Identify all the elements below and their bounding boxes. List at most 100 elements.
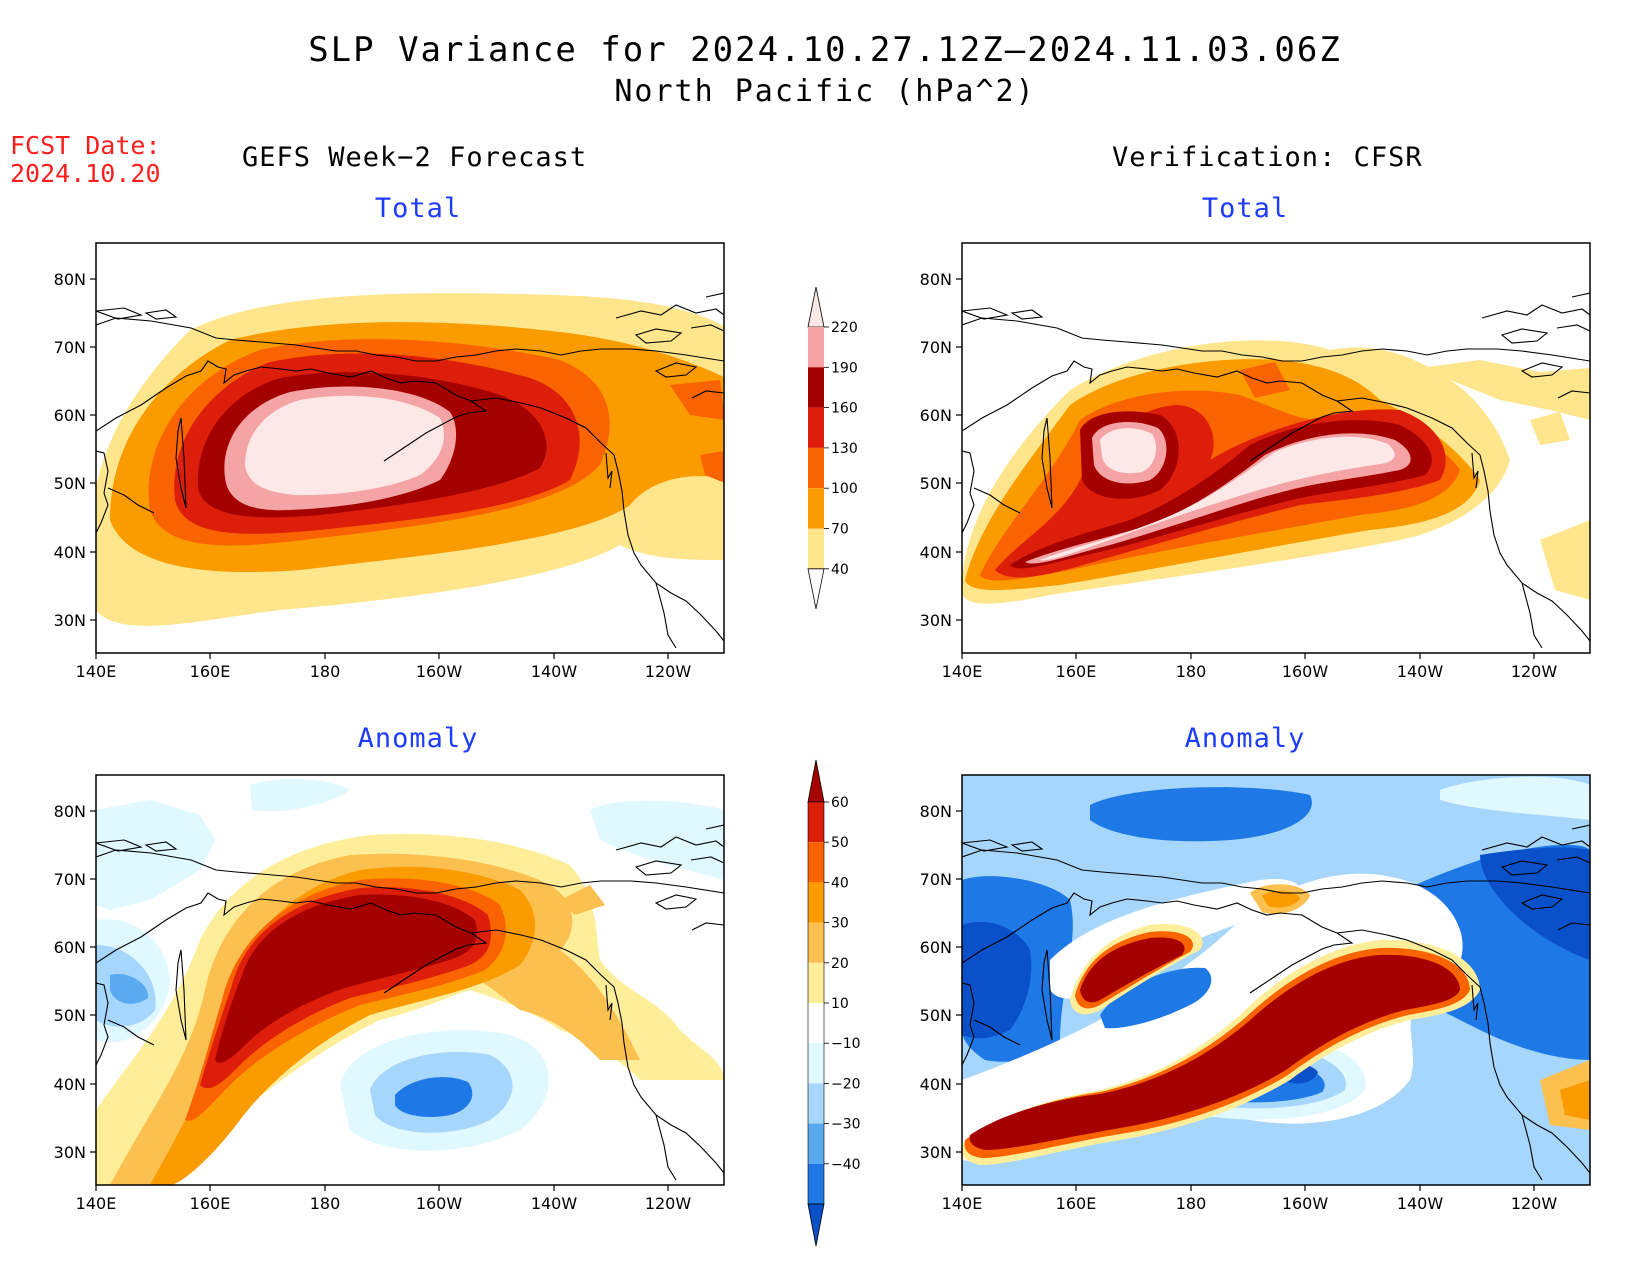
lat-tick-label: 70N: [54, 338, 86, 357]
lon-tick-label: 160E: [1056, 662, 1097, 681]
lat-tick-label: 80N: [54, 270, 86, 289]
colorbar-swatch: [808, 327, 824, 368]
colorbar-label: 100: [831, 481, 858, 497]
panel-title-verification-total: Total: [1201, 193, 1289, 224]
lon-tick-label: 160W: [1282, 1194, 1329, 1213]
colorbar-label: 160: [831, 401, 858, 417]
lon-tick-label: 140E: [76, 662, 117, 681]
colorbar-label: 50: [831, 835, 849, 851]
lon-tick-label: 140E: [76, 1194, 117, 1213]
colorbar-swatch: [808, 407, 824, 448]
colorbar-swatch: [808, 1123, 824, 1164]
lat-tick-label: 60N: [54, 938, 86, 957]
colorbar-label: −30: [831, 1117, 861, 1133]
lat-tick-label: 40N: [920, 543, 952, 562]
map-axes: 80N 70N 60N 50N 40N 30N 140E 160E 180 160W 140W 120…: [54, 270, 1558, 1213]
lat-tick-label: 70N: [920, 338, 952, 357]
lat-tick-label: 60N: [54, 406, 86, 425]
lon-tick-label: 120W: [645, 1194, 692, 1213]
colorbar-label: 190: [831, 360, 858, 376]
colorbar-label: 130: [831, 441, 858, 457]
lat-tick-label: 80N: [920, 270, 952, 289]
forecast-anomaly-map: [96, 775, 724, 1185]
colorbar-label: −20: [831, 1076, 861, 1092]
colorbar-upper-triangle: [807, 759, 825, 803]
forecast-column-heading: GEFS Week−2 Forecast: [242, 142, 588, 173]
colorbar-swatch: [808, 1003, 824, 1044]
lon-tick-label: 140W: [1397, 1194, 1444, 1213]
colorbar-label: 30: [831, 916, 849, 932]
lat-tick-label: 40N: [54, 543, 86, 562]
lat-tick-label: 80N: [54, 802, 86, 821]
colorbar-anomaly: 60 50 40 30 20 10 −10 −20 −30 −40: [807, 759, 861, 1247]
lat-tick-label: 50N: [54, 1006, 86, 1025]
lon-tick-label: 180: [1176, 662, 1207, 681]
lon-tick-label: 180: [310, 662, 341, 681]
lat-tick-label: 60N: [920, 406, 952, 425]
verification-total-map: [962, 243, 1590, 653]
lat-tick-label: 70N: [54, 870, 86, 889]
colorbar-swatch: [808, 488, 824, 529]
colorbar-label: −10: [831, 1036, 861, 1052]
lon-tick-label: 160E: [190, 1194, 231, 1213]
panel-title-forecast-total: Total: [374, 193, 462, 224]
colorbar-swatch: [808, 1083, 824, 1124]
main-title: SLP Variance for 2024.10.27.12Z–2024.11.…: [308, 30, 1342, 70]
colorbar-swatch: [808, 367, 824, 408]
colorbar-label: 20: [831, 956, 849, 972]
verification-anomaly-map: [962, 775, 1590, 1185]
lon-tick-label: 160E: [1056, 1194, 1097, 1213]
panel-title-forecast-anomaly: Anomaly: [357, 723, 479, 754]
lon-tick-label: 140W: [531, 1194, 578, 1213]
colorbar-swatch: [808, 842, 824, 883]
forecast-total-map: [96, 243, 724, 653]
lon-tick-label: 140E: [942, 1194, 983, 1213]
lat-tick-label: 40N: [54, 1075, 86, 1094]
colorbar-label: 220: [831, 320, 858, 336]
colorbar-label: 40: [831, 875, 849, 891]
lat-tick-label: 50N: [920, 474, 952, 493]
colorbar-swatch: [808, 447, 824, 489]
lon-tick-label: 160E: [190, 662, 231, 681]
lon-tick-label: 180: [310, 1194, 341, 1213]
lon-tick-label: 120W: [645, 662, 692, 681]
colorbar-swatch: [808, 1163, 824, 1204]
fcst-label: FCST Date:: [10, 131, 161, 160]
lat-tick-label: 40N: [920, 1075, 952, 1094]
colorbar-label: 40: [831, 562, 849, 578]
colorbar-swatch: [808, 922, 824, 963]
colorbar-lower-triangle: [807, 568, 825, 609]
colorbar-swatch: [808, 882, 824, 923]
panel-title-verification-anomaly: Anomaly: [1184, 723, 1306, 754]
lat-tick-label: 70N: [920, 870, 952, 889]
lat-tick-label: 50N: [54, 474, 86, 493]
lat-tick-label: 30N: [920, 1143, 952, 1162]
colorbar-swatch: [808, 1043, 824, 1084]
colorbar-upper-triangle: [807, 286, 825, 328]
colorbar-label: 10: [831, 996, 849, 1012]
lon-tick-label: 160W: [1282, 662, 1329, 681]
subtitle-region: North Pacific (hPa^2): [614, 74, 1036, 109]
lon-tick-label: 160W: [416, 662, 463, 681]
lon-tick-label: 140E: [942, 662, 983, 681]
lon-tick-label: 120W: [1511, 1194, 1558, 1213]
lon-tick-label: 140W: [531, 662, 578, 681]
colorbar-lower-triangle: [807, 1203, 825, 1247]
lat-tick-label: 30N: [54, 1143, 86, 1162]
lat-tick-label: 80N: [920, 802, 952, 821]
lat-tick-label: 60N: [920, 938, 952, 957]
colorbar-label: −40: [831, 1157, 861, 1173]
lon-tick-label: 160W: [416, 1194, 463, 1213]
colorbar-swatch: [808, 802, 824, 843]
colorbar-label: 70: [831, 522, 849, 538]
lat-tick-label: 30N: [920, 611, 952, 630]
lon-tick-label: 140W: [1397, 662, 1444, 681]
colorbar-label: 60: [831, 795, 849, 811]
lat-tick-label: 30N: [54, 611, 86, 630]
colorbar-swatch: [808, 962, 824, 1003]
lat-tick-label: 50N: [920, 1006, 952, 1025]
lon-tick-label: 180: [1176, 1194, 1207, 1213]
lon-tick-label: 120W: [1511, 662, 1558, 681]
colorbar-swatch: [808, 528, 824, 569]
